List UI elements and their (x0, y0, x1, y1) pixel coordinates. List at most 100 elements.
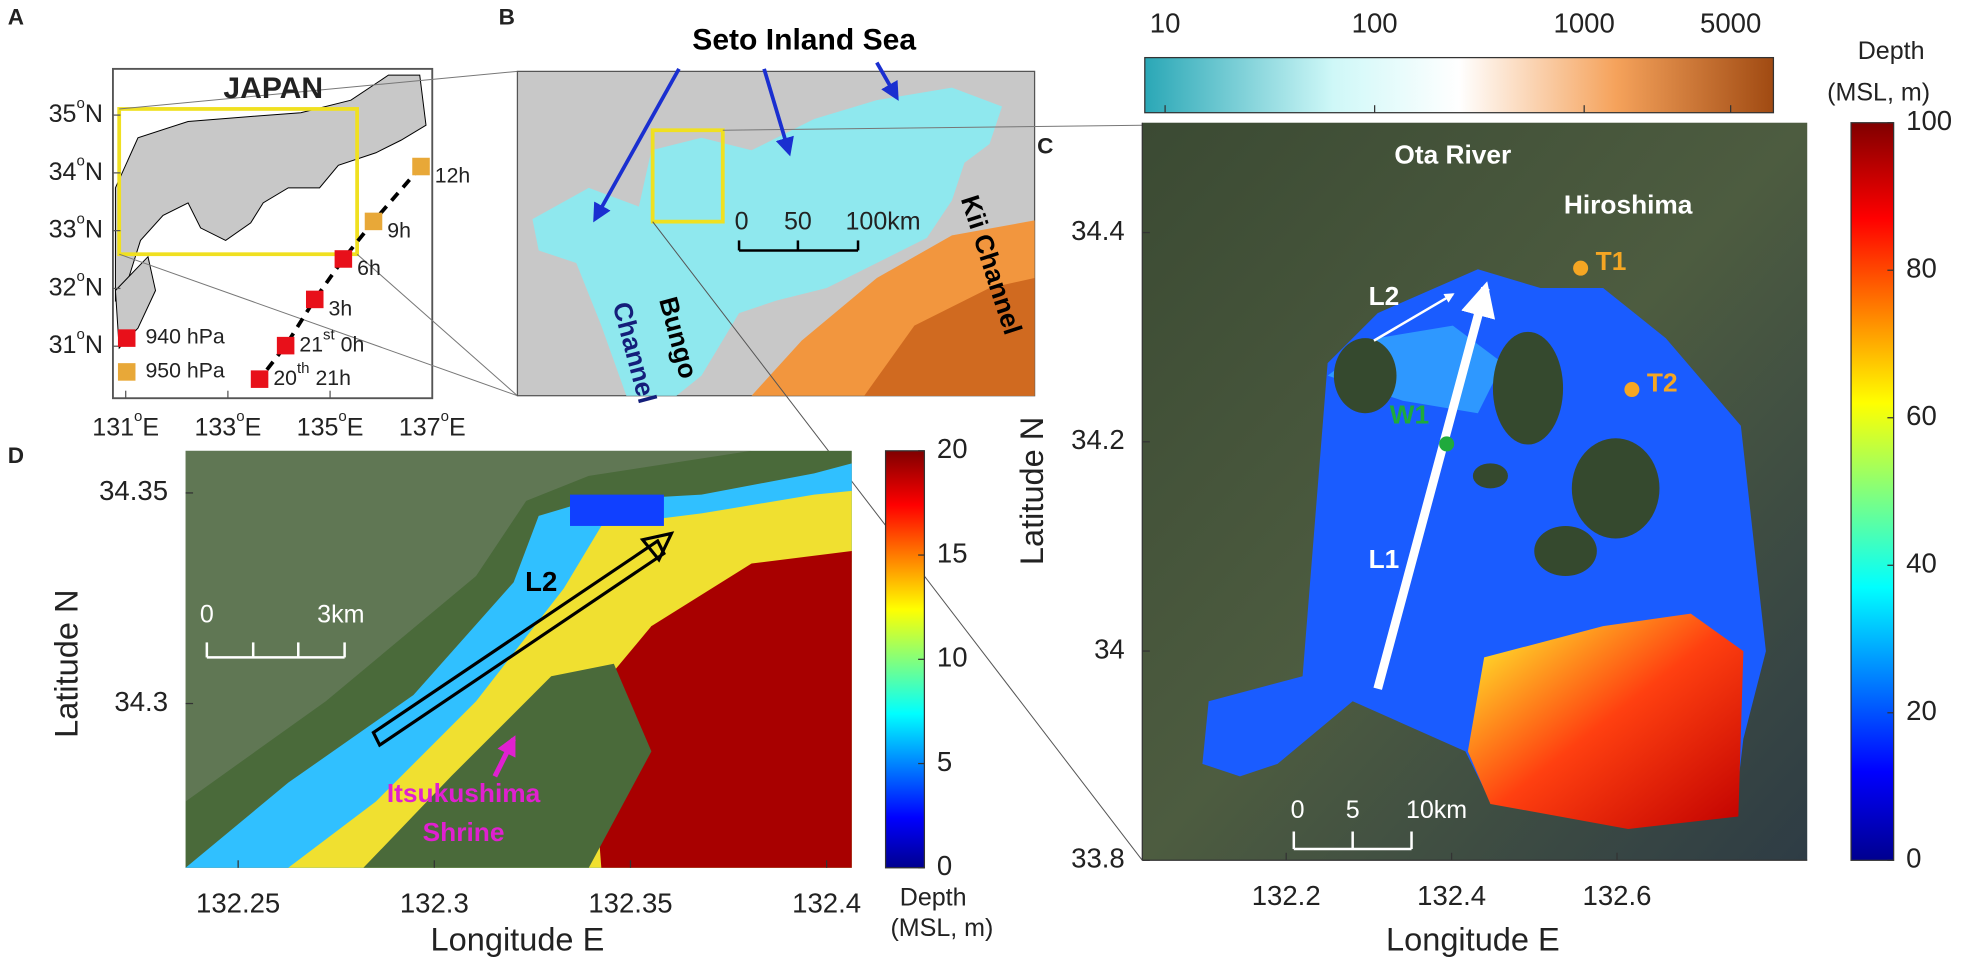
track-time: 0h (335, 332, 365, 356)
tick-label: 34oN (49, 153, 103, 186)
track-label: 21st 0h (299, 327, 364, 357)
map-title: JAPAN (223, 72, 323, 105)
colorbar-tick-label: 100 (1352, 7, 1398, 38)
tick-hemisphere: E (142, 413, 159, 441)
panel-d-map (185, 450, 852, 868)
x-tick-label: 132.25 (196, 888, 280, 919)
colorbar-tick-label: 1000 (1554, 7, 1615, 38)
station-label: W1 (1390, 399, 1429, 429)
tick-label: 131oE (92, 408, 159, 441)
colorbar-tick-label: 40 (1906, 548, 1937, 579)
panel-label: A (8, 5, 24, 30)
colorbar-tick-label: 0 (1906, 843, 1921, 874)
tick-label: 137oE (399, 408, 466, 441)
legend-swatch (117, 329, 136, 347)
scale-label: 3km (317, 601, 364, 629)
y-tick-label: 34 (1094, 633, 1125, 664)
tick-label: 35oN (49, 95, 103, 128)
storm-position (364, 212, 383, 231)
storm-position (276, 336, 295, 355)
y-tick-label: 34.4 (1071, 215, 1125, 246)
x-tick-label: 132.4 (1417, 880, 1486, 911)
tick-degree: o (76, 210, 84, 227)
y-tick-label: 34.3 (114, 686, 168, 717)
colorbar-tick-label: 15 (937, 537, 968, 568)
tick-number: 32 (49, 273, 77, 301)
track-label: 9h (387, 218, 411, 242)
scale-label: 0 (200, 601, 214, 629)
storm-position (412, 157, 430, 176)
tick-hemisphere: N (85, 215, 103, 243)
annotation: Itsukushima (387, 778, 541, 808)
tick-number: 34 (49, 157, 77, 185)
colorbar-title: (MSL, m) (1827, 79, 1930, 107)
track-label: 6h (357, 256, 381, 280)
tick-degree: o (76, 326, 84, 343)
colorbar-tick-label: 10 (1150, 7, 1181, 38)
colorbar-tick-label: 10 (937, 642, 968, 673)
track-day-suffix: th (297, 360, 310, 377)
x-tick-label: 132.6 (1583, 880, 1652, 911)
y-tick-label: 34.2 (1071, 424, 1125, 455)
tick-label: 133oE (194, 408, 261, 441)
track-day: 20 (273, 366, 297, 390)
tick-degree: o (236, 408, 244, 425)
tick-number: 33 (49, 215, 77, 243)
panel-b-map (516, 61, 1143, 861)
legend-label: 940 hPa (145, 325, 224, 349)
panel-c-map (1141, 122, 1808, 861)
colorbar-title: (MSL, m) (890, 914, 993, 942)
tick-hemisphere: E (347, 413, 364, 441)
track-label: 12h (435, 163, 470, 187)
scale-label: 100km (846, 208, 921, 236)
colorbar-tick-label: 80 (1906, 253, 1937, 284)
track-day-suffix: st (323, 327, 336, 344)
annotation: L1 (1369, 544, 1400, 574)
colorbar-tick-label: 5 (937, 746, 952, 777)
tick-hemisphere: N (85, 157, 103, 185)
legend-swatch (117, 363, 136, 381)
tick-degree: o (76, 95, 84, 112)
colorbar-b (1144, 56, 1775, 114)
colorbar-tick-label: 5000 (1700, 7, 1761, 38)
station-label: T2 (1647, 367, 1678, 397)
tick-number: 133 (194, 413, 236, 441)
x-tick-label: 132.4 (792, 888, 861, 919)
tick-number: 131 (92, 413, 134, 441)
scale-label: 50 (784, 208, 812, 236)
colorbar-tick-label: 100 (1906, 105, 1952, 136)
station (1624, 381, 1640, 398)
tick-number: 31 (49, 331, 77, 359)
x-tick-label: 132.35 (588, 888, 672, 919)
x-axis-label: Longitude E (431, 921, 605, 957)
tick-number: 137 (399, 413, 441, 441)
y-tick-label: 33.8 (1071, 843, 1125, 874)
annotation: L2 (525, 566, 557, 597)
legend-label: 950 hPa (145, 359, 224, 383)
x-tick-label: 132.3 (400, 888, 469, 919)
scale-label: 0 (1291, 796, 1305, 824)
track-time: 3h (329, 296, 353, 320)
storm-position (305, 290, 324, 309)
tick-degree: o (441, 408, 449, 425)
tick-hemisphere: N (85, 273, 103, 301)
tick-hemisphere: N (85, 100, 103, 128)
storm-position (250, 370, 269, 388)
station (1439, 436, 1455, 452)
y-tick-label: 34.35 (99, 475, 168, 506)
tick-hemisphere: E (245, 413, 262, 441)
tick-degree: o (76, 268, 84, 285)
scale-label: 5 (1346, 796, 1360, 824)
tick-hemisphere: E (449, 413, 466, 441)
tick-label: 33oN (49, 210, 103, 243)
annotation: L2 (1369, 281, 1400, 311)
colorbar-tick-label: 60 (1906, 400, 1937, 431)
track-time: 21h (310, 366, 351, 390)
tick-label: 32oN (49, 268, 103, 301)
annotation: Hiroshima (1564, 190, 1693, 220)
tick-degree: o (134, 408, 142, 425)
tick-label: 31oN (49, 326, 103, 359)
storm-position (334, 250, 353, 268)
station-label: T1 (1596, 246, 1627, 276)
